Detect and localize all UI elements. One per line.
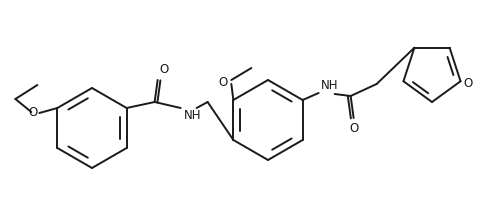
Text: O: O — [349, 122, 358, 135]
Text: O: O — [464, 77, 473, 90]
Text: O: O — [218, 76, 227, 88]
Text: O: O — [28, 106, 37, 120]
Text: NH: NH — [320, 79, 338, 92]
Text: NH: NH — [183, 109, 201, 122]
Text: O: O — [160, 63, 169, 76]
